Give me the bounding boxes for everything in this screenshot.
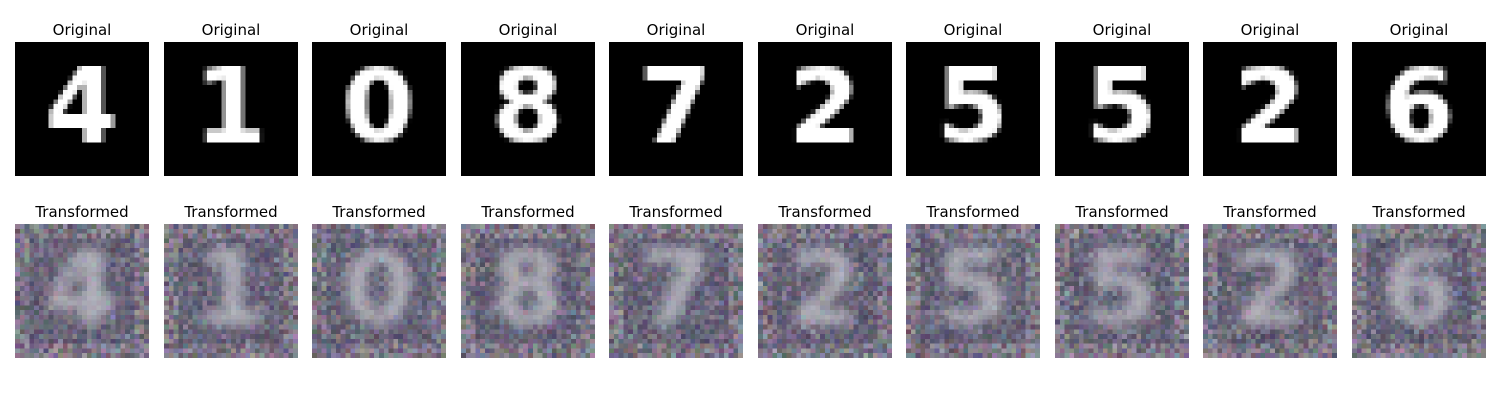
transformed-digit-image: [461, 224, 595, 358]
image-title: Original: [795, 21, 855, 39]
transformed-digit-image: [609, 224, 743, 358]
transformed-digit-image: [15, 224, 149, 358]
transformed-digit-image: [312, 224, 446, 358]
digit-image: [1055, 42, 1189, 176]
image-title: Original: [349, 21, 409, 39]
image-title: Original: [1389, 21, 1449, 39]
image-title: Original: [1240, 21, 1300, 39]
image-title: Original: [52, 21, 112, 39]
image-title: Transformed: [926, 203, 1020, 221]
transformed-digit-image: [1352, 224, 1486, 358]
image-title: Transformed: [629, 203, 723, 221]
image-title: Transformed: [1372, 203, 1466, 221]
digit-image: [758, 42, 892, 176]
image-title: Original: [201, 21, 261, 39]
image-title: Transformed: [35, 203, 129, 221]
digit-image: [1352, 42, 1486, 176]
transformed-digit-image: [758, 224, 892, 358]
image-title: Transformed: [778, 203, 872, 221]
image-title: Transformed: [1075, 203, 1169, 221]
digit-image: [609, 42, 743, 176]
digit-image: [15, 42, 149, 176]
image-title: Transformed: [1223, 203, 1317, 221]
image-title: Original: [1092, 21, 1152, 39]
image-title: Original: [646, 21, 706, 39]
transformed-digit-image: [1203, 224, 1337, 358]
digit-image: [164, 42, 298, 176]
digit-image: [1203, 42, 1337, 176]
image-title: Original: [943, 21, 1003, 39]
image-title: Original: [498, 21, 558, 39]
image-title: Transformed: [332, 203, 426, 221]
digit-image: [906, 42, 1040, 176]
transformed-digit-image: [164, 224, 298, 358]
digit-image: [312, 42, 446, 176]
transformed-digit-image: [906, 224, 1040, 358]
image-title: Transformed: [481, 203, 575, 221]
transformed-digit-image: [1055, 224, 1189, 358]
digit-image: [461, 42, 595, 176]
image-title: Transformed: [184, 203, 278, 221]
